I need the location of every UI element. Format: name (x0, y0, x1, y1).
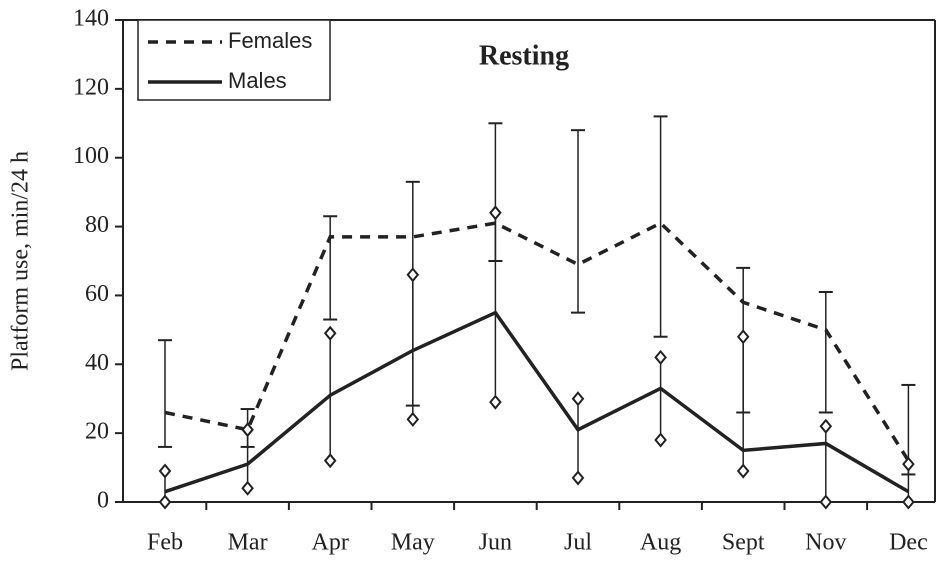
error-diamond (902, 456, 915, 472)
error-diamond (902, 494, 915, 510)
error-bar (571, 391, 585, 486)
x-tick-label: Apr (312, 530, 349, 556)
x-tick-label: Dec (889, 530, 928, 556)
error-diamond (241, 422, 254, 438)
error-diamond (736, 463, 750, 479)
y-axis-label: Platform use, min/24 h (8, 151, 34, 371)
error-diamond (406, 411, 420, 427)
x-tick-label: Feb (147, 530, 183, 556)
y-tick-label: 60 (85, 281, 109, 307)
y-tick-label: 0 (97, 488, 109, 514)
error-diamond (489, 205, 502, 221)
legend-label: Females (228, 28, 312, 53)
error-diamond (571, 391, 585, 407)
error-diamond (158, 463, 172, 479)
x-tick-label: Aug (640, 530, 681, 556)
y-tick-label: 100 (73, 143, 109, 169)
x-tick-label: Jul (564, 530, 592, 556)
y-tick-label: 40 (85, 350, 109, 376)
error-bar (818, 290, 833, 414)
error-diamond (819, 418, 833, 434)
error-bar (158, 339, 172, 448)
y-tick-label: 140 (73, 6, 109, 32)
error-bar (158, 463, 172, 510)
y-tick-label: 20 (85, 419, 109, 445)
error-bar (489, 205, 502, 410)
error-bar (654, 349, 667, 448)
error-diamond (654, 432, 667, 448)
error-diamond (571, 470, 585, 486)
x-tick-label: Nov (805, 530, 846, 556)
error-bar (736, 329, 750, 479)
error-diamond (323, 453, 337, 469)
error-bar (653, 115, 668, 338)
legend-label: Males (228, 68, 287, 93)
x-tick-label: May (391, 530, 435, 556)
chart-title: Resting (479, 40, 569, 71)
error-bar (323, 215, 338, 321)
legend-box (137, 19, 331, 101)
error-diamond (241, 480, 254, 496)
error-diamond (654, 349, 667, 365)
error-bar (241, 422, 254, 496)
error-diamond (323, 325, 337, 341)
x-tick-label: Sept (722, 530, 765, 556)
y-tick-label: 80 (85, 212, 109, 238)
error-bar (406, 267, 420, 427)
error-bar (819, 418, 833, 510)
error-bar (902, 456, 915, 510)
error-diamond (158, 494, 172, 510)
x-tick-label: Jun (479, 530, 512, 556)
error-diamond (819, 494, 833, 510)
x-tick-label: Mar (228, 530, 268, 556)
y-tick-label: 120 (73, 74, 109, 100)
error-diamond (489, 394, 502, 410)
error-bar (571, 129, 585, 314)
series-line (164, 221, 910, 462)
series-line (164, 310, 910, 494)
error-diamond (736, 329, 750, 345)
error-diamond (406, 267, 420, 283)
